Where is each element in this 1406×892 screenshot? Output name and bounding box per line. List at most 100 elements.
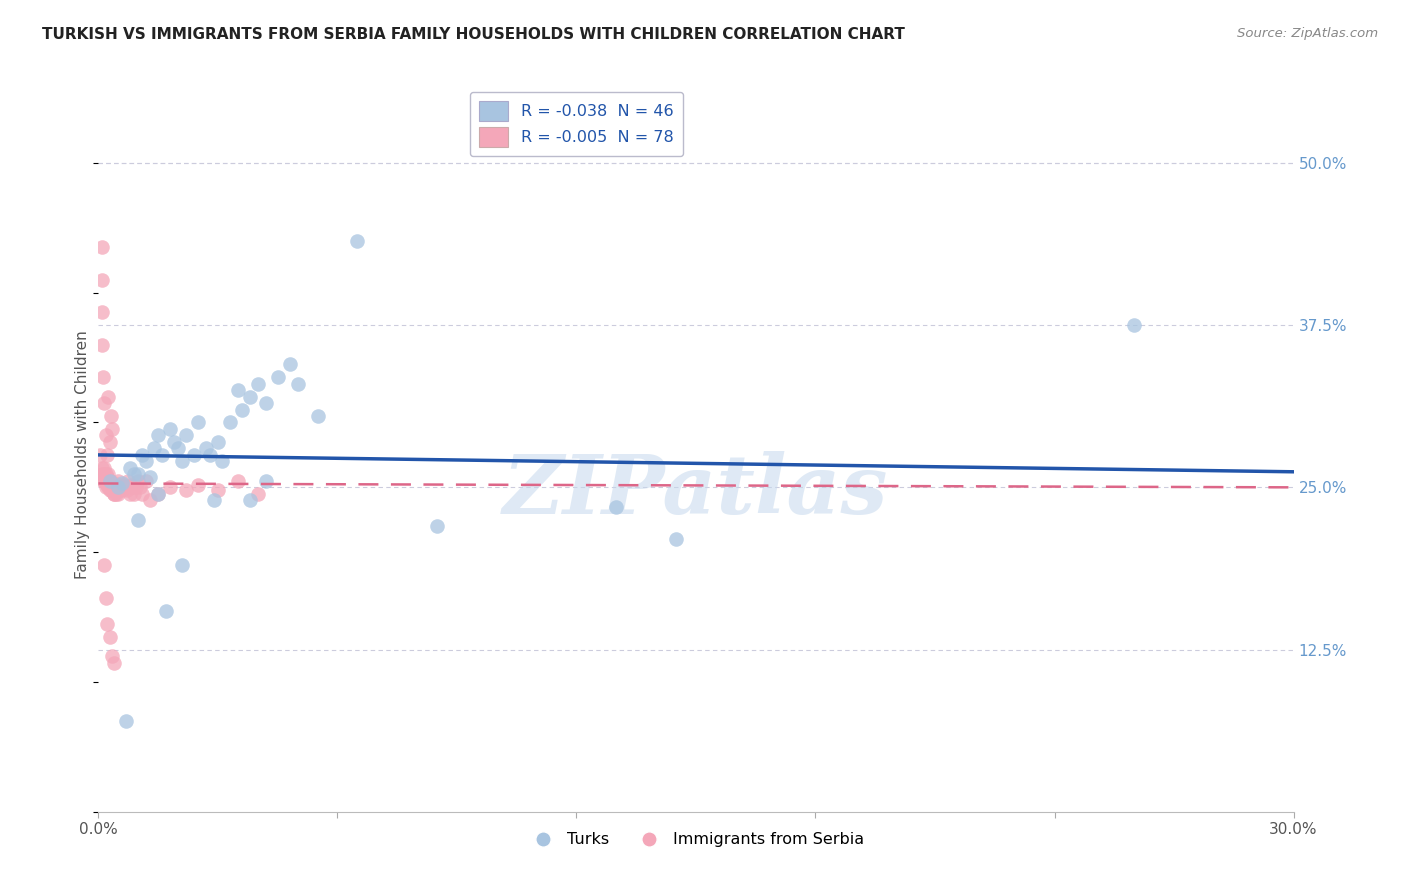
- Point: [90, 461, 112, 475]
- Point: [267, 370, 290, 384]
- Point: [91, 273, 114, 287]
- Point: [98, 630, 122, 644]
- Point: [97, 480, 120, 494]
- Point: [101, 483, 124, 497]
- Point: [93, 461, 115, 475]
- Point: [94, 591, 117, 605]
- Point: [112, 480, 135, 494]
- Point: [103, 487, 125, 501]
- Point: [174, 428, 197, 442]
- Text: TURKISH VS IMMIGRANTS FROM SERBIA FAMILY HOUSEHOLDS WITH CHILDREN CORRELATION CH: TURKISH VS IMMIGRANTS FROM SERBIA FAMILY…: [42, 27, 905, 42]
- Point: [124, 467, 146, 482]
- Point: [101, 648, 124, 663]
- Point: [1123, 318, 1146, 333]
- Point: [187, 416, 209, 430]
- Point: [98, 434, 121, 449]
- Point: [115, 480, 138, 494]
- Point: [207, 434, 229, 449]
- Point: [307, 409, 329, 423]
- Point: [91, 474, 114, 488]
- Point: [226, 383, 249, 397]
- Point: [97, 467, 120, 482]
- Point: [139, 470, 162, 484]
- Point: [195, 442, 218, 456]
- Point: [98, 474, 121, 488]
- Point: [103, 487, 125, 501]
- Point: [246, 487, 269, 501]
- Point: [127, 467, 149, 482]
- Point: [159, 422, 181, 436]
- Point: [94, 428, 117, 442]
- Point: [167, 442, 190, 456]
- Point: [159, 480, 181, 494]
- Point: [346, 234, 368, 248]
- Point: [91, 337, 114, 351]
- Point: [187, 477, 209, 491]
- Point: [94, 467, 117, 482]
- Point: [89, 448, 111, 462]
- Point: [104, 480, 127, 494]
- Point: [219, 416, 242, 430]
- Point: [93, 558, 115, 573]
- Point: [124, 487, 146, 501]
- Point: [120, 461, 142, 475]
- Point: [93, 396, 115, 410]
- Point: [121, 480, 143, 494]
- Point: [96, 470, 118, 484]
- Point: [110, 480, 132, 494]
- Point: [163, 434, 186, 449]
- Point: [120, 487, 142, 501]
- Point: [246, 376, 269, 391]
- Point: [172, 558, 194, 573]
- Point: [97, 390, 120, 404]
- Point: [129, 480, 152, 494]
- Point: [98, 474, 122, 488]
- Point: [98, 477, 122, 491]
- Point: [665, 533, 688, 547]
- Point: [148, 487, 170, 501]
- Point: [148, 428, 170, 442]
- Point: [93, 474, 115, 488]
- Point: [183, 448, 205, 462]
- Point: [131, 487, 153, 501]
- Text: Source: ZipAtlas.com: Source: ZipAtlas.com: [1237, 27, 1378, 40]
- Point: [101, 477, 124, 491]
- Point: [198, 448, 221, 462]
- Point: [207, 483, 229, 497]
- Point: [131, 448, 153, 462]
- Point: [96, 616, 118, 631]
- Point: [110, 477, 132, 491]
- Point: [103, 656, 125, 670]
- Point: [211, 454, 233, 468]
- Point: [125, 480, 148, 494]
- Point: [226, 474, 249, 488]
- Point: [107, 480, 129, 494]
- Point: [103, 476, 125, 491]
- Point: [174, 483, 197, 497]
- Text: ZIPatlas: ZIPatlas: [503, 450, 889, 531]
- Point: [101, 422, 124, 436]
- Point: [139, 493, 162, 508]
- Point: [150, 448, 173, 462]
- Point: [96, 448, 118, 462]
- Point: [96, 474, 118, 488]
- Point: [254, 396, 277, 410]
- Point: [287, 376, 309, 391]
- Point: [117, 474, 139, 488]
- Point: [115, 483, 138, 497]
- Y-axis label: Family Households with Children: Family Households with Children: [75, 331, 90, 579]
- Point: [605, 500, 627, 514]
- Point: [239, 493, 262, 508]
- Point: [100, 483, 122, 497]
- Point: [103, 480, 125, 494]
- Point: [107, 487, 129, 501]
- Point: [90, 305, 112, 319]
- Point: [91, 467, 114, 482]
- Point: [143, 442, 166, 456]
- Point: [135, 474, 157, 488]
- Point: [91, 467, 114, 482]
- Point: [91, 370, 114, 384]
- Point: [127, 474, 149, 488]
- Point: [135, 454, 157, 468]
- Point: [172, 454, 194, 468]
